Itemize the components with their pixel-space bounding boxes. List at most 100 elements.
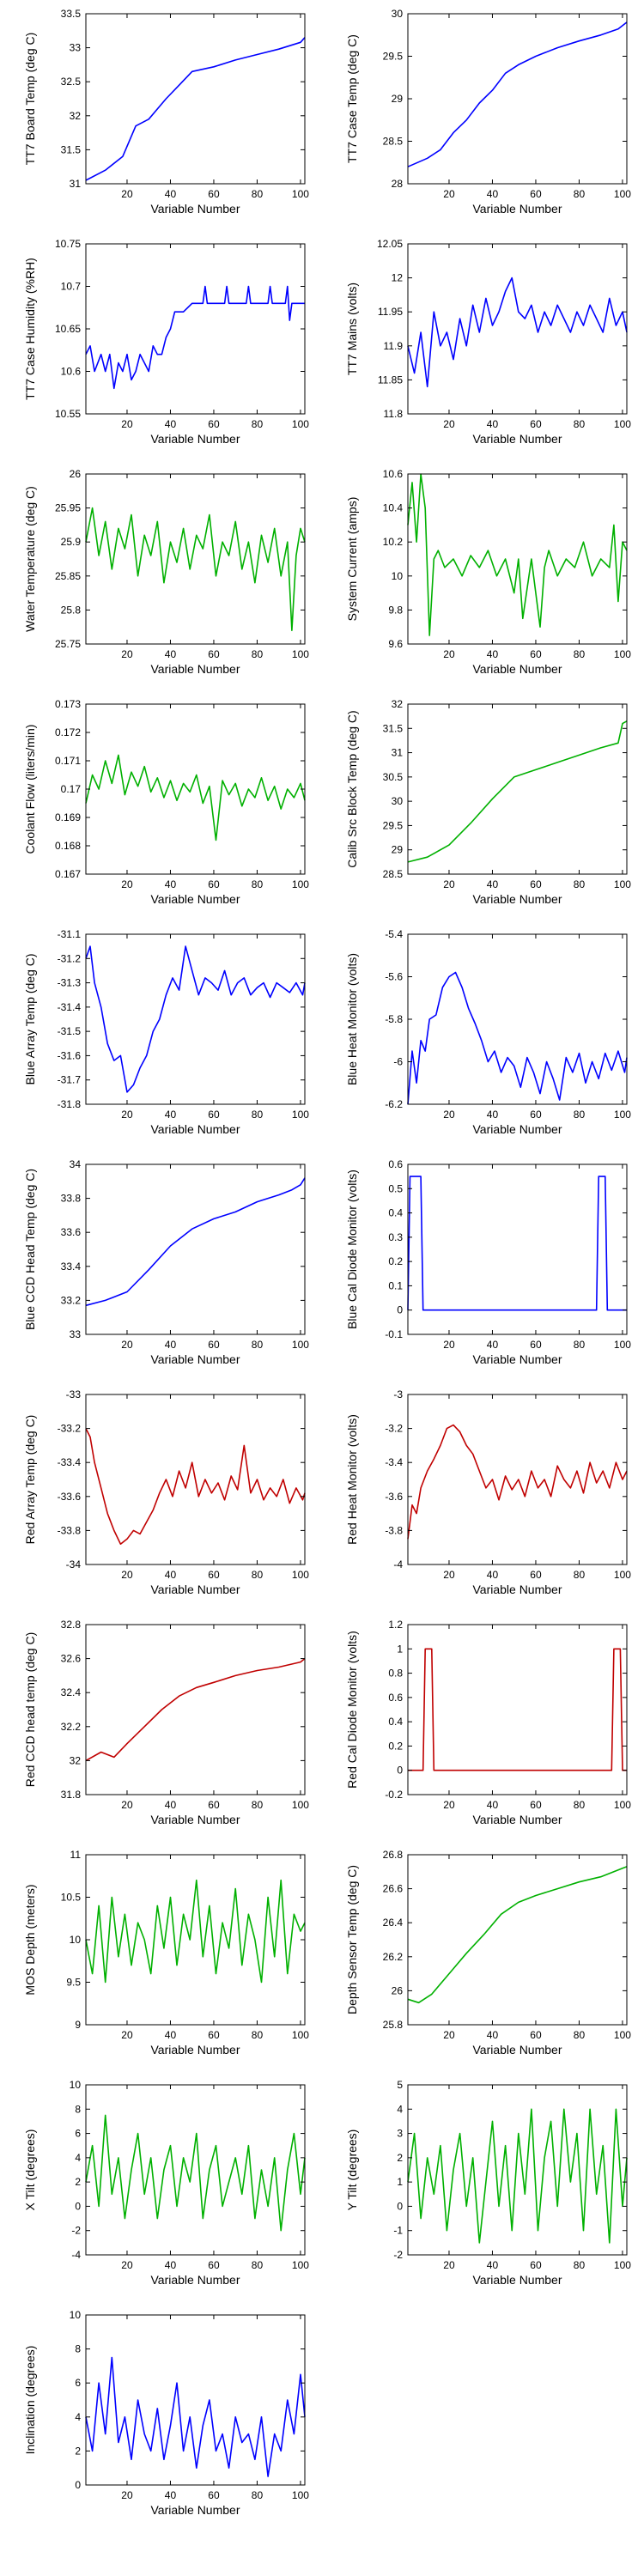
- y-tick-label: -31.3: [58, 977, 82, 989]
- y-tick-label: 32.4: [61, 1686, 82, 1698]
- x-axis-label: Variable Number: [150, 892, 240, 906]
- y-tick-label: 28.5: [383, 136, 404, 148]
- x-axis-label: Variable Number: [150, 432, 240, 446]
- x-tick-label: 40: [487, 418, 499, 430]
- x-axis-label: Variable Number: [150, 1813, 240, 1826]
- x-tick-label: 40: [487, 648, 499, 660]
- chart-panel-6: 20 40 60 80 100 9.6 9.8 10 10.2 10.4 10.6 Variable …: [345, 468, 631, 676]
- x-tick-label: 20: [121, 2489, 133, 2501]
- y-tick-label: 10.55: [55, 408, 81, 420]
- series-line: [407, 971, 628, 1105]
- y-tick-label: 10.2: [383, 536, 404, 548]
- y-axis-label: Blue Array Temp (deg C): [23, 953, 37, 1084]
- x-axis-label: Variable Number: [150, 1352, 240, 1366]
- x-axis-label: Variable Number: [150, 1583, 240, 1596]
- x-tick-label: 100: [292, 2259, 309, 2271]
- y-tick-label: -4: [71, 2249, 81, 2261]
- x-tick-label: 100: [614, 1569, 631, 1581]
- series-line: [85, 2114, 306, 2232]
- y-tick-label: 4: [397, 2103, 403, 2115]
- y-tick-label: 26.8: [383, 1849, 404, 1861]
- y-tick-label: 4: [75, 2411, 81, 2423]
- y-tick-label: 0.4: [388, 1207, 403, 1219]
- y-tick-label: 31: [70, 178, 82, 190]
- series-line: [407, 720, 628, 863]
- y-tick-label: 0: [397, 1765, 403, 1777]
- x-axis-label: Variable Number: [472, 2273, 562, 2287]
- x-axis-label: Variable Number: [472, 202, 562, 216]
- x-tick-label: 40: [165, 188, 177, 200]
- y-tick-label: -33.8: [58, 1524, 82, 1536]
- series-line: [85, 945, 306, 1093]
- series-line: [85, 2356, 306, 2477]
- x-tick-label: 40: [487, 1109, 499, 1121]
- x-tick-label: 20: [443, 1799, 455, 1811]
- series-line: [85, 754, 306, 841]
- y-tick-label: 10: [70, 2079, 82, 2091]
- y-tick-label: 10: [392, 570, 404, 582]
- x-tick-label: 20: [121, 1569, 133, 1581]
- y-tick-label: -0.2: [385, 1789, 403, 1801]
- series-line: [85, 1879, 306, 1984]
- x-axis-label: Variable Number: [150, 662, 240, 676]
- plot-frame: [85, 1163, 306, 1335]
- y-tick-label: 29.5: [383, 819, 404, 831]
- y-tick-label: 31.8: [61, 1789, 82, 1801]
- y-axis-label: Calib Src Block Temp (deg C): [345, 710, 359, 867]
- x-tick-label: 80: [252, 648, 264, 660]
- y-tick-label: 0.1: [388, 1279, 403, 1291]
- y-axis-label: Red CCD head temp (deg C): [23, 1632, 37, 1788]
- x-axis-label: Variable Number: [472, 1813, 562, 1826]
- x-tick-label: 60: [530, 648, 542, 660]
- y-tick-label: -31.4: [58, 1001, 82, 1013]
- y-tick-label: 0.17: [61, 783, 82, 795]
- chart-panel-18: 20 40 60 80 100 25.8 26 26.2 26.4 26.6 26.8 Variabl…: [345, 1849, 631, 2057]
- x-tick-label: 20: [443, 878, 455, 890]
- x-tick-label: 40: [165, 2489, 177, 2501]
- y-tick-label: -31.6: [58, 1049, 82, 1061]
- x-tick-label: 20: [443, 418, 455, 430]
- y-tick-label: 11: [70, 1849, 82, 1861]
- y-axis-label: Depth Sensor Temp (deg C): [345, 1865, 359, 2014]
- x-tick-label: 80: [574, 1339, 586, 1351]
- y-tick-label: 29.5: [383, 51, 404, 63]
- chart-panel-17: 20 40 60 80 100 9 9.5 10 10.5 11 Variable Number MO…: [23, 1849, 309, 2057]
- x-tick-label: 100: [292, 2489, 309, 2501]
- y-tick-label: 0: [75, 2479, 81, 2491]
- y-tick-label: 30: [392, 795, 404, 807]
- x-tick-label: 100: [614, 878, 631, 890]
- x-tick-label: 20: [121, 1339, 133, 1351]
- chart-panel-21: 20 40 60 80 100 0 2 4 6 8 10 Variable Number Inclina…: [23, 2309, 309, 2517]
- y-tick-label: -5.6: [385, 971, 403, 983]
- y-tick-label: 33: [70, 1328, 82, 1340]
- series-line: [85, 1428, 306, 1545]
- y-tick-label: 0.8: [388, 1668, 403, 1680]
- series-line: [407, 1424, 628, 1540]
- chart-panel-20: 20 40 60 80 100 -2 -1 0 1 2 3 4 5 Variable Number Y Ti…: [345, 2079, 631, 2287]
- x-tick-label: 80: [252, 2489, 264, 2501]
- series-line: [407, 2108, 628, 2244]
- series-line: [407, 1866, 628, 2004]
- y-tick-label: -33.2: [58, 1423, 82, 1435]
- y-tick-label: 12: [392, 272, 404, 284]
- x-tick-label: 60: [208, 2259, 220, 2271]
- y-tick-label: -2: [393, 2249, 403, 2261]
- x-tick-label: 60: [208, 2489, 220, 2501]
- x-tick-label: 40: [487, 188, 499, 200]
- plot-frame: [407, 1624, 628, 1795]
- x-tick-label: 60: [208, 188, 220, 200]
- x-tick-label: 60: [530, 2259, 542, 2271]
- x-tick-label: 100: [292, 1339, 309, 1351]
- y-tick-label: 32: [392, 698, 404, 710]
- y-tick-label: -1: [393, 2225, 403, 2237]
- y-axis-label: Red Cal Diode Monitor (volts): [345, 1631, 359, 1789]
- y-tick-label: -5.8: [385, 1013, 403, 1025]
- x-tick-label: 100: [614, 1339, 631, 1351]
- x-axis-label: Variable Number: [150, 202, 240, 216]
- y-axis-label: Red Array Temp (deg C): [23, 1415, 37, 1545]
- x-tick-label: 80: [252, 418, 264, 430]
- y-tick-label: 0.6: [388, 1692, 403, 1704]
- x-axis-label: Variable Number: [472, 1583, 562, 1596]
- plot-frame: [85, 2084, 306, 2256]
